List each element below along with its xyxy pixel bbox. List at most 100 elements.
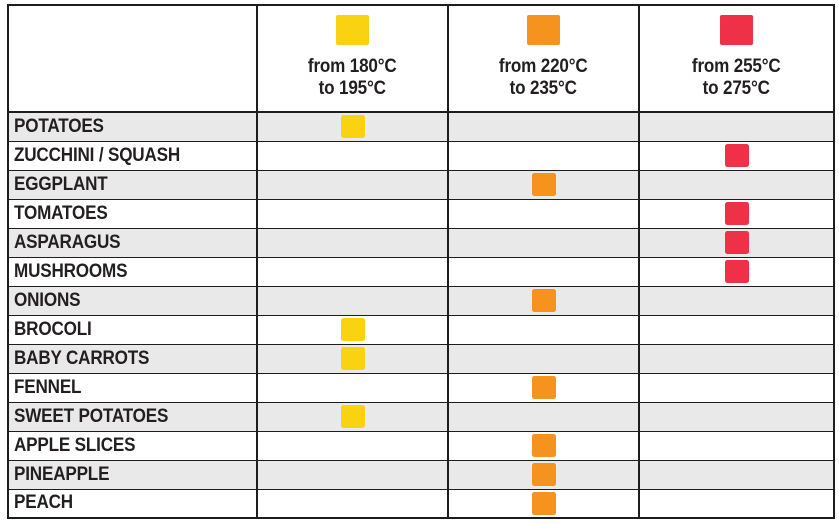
temp-cell-orange: [447, 459, 640, 490]
food-label-cell: FENNEL: [7, 372, 258, 403]
food-label-cell: ZUCCHINI / SQUASH: [7, 140, 258, 171]
food-label-cell: TOMATOES: [7, 198, 258, 229]
food-row: EGGPLANT: [7, 169, 835, 200]
temp-mark-icon-red: [724, 202, 749, 225]
temp-cell-orange: [447, 256, 640, 287]
temp-cell-orange: [447, 430, 640, 461]
food-label-cell: PEACH: [7, 488, 258, 519]
temp-cell-red: [638, 343, 835, 374]
temp-cell-red: [638, 488, 835, 519]
temp-mark-icon-orange: [531, 289, 556, 312]
food-row: APPLE SLICES: [7, 430, 835, 461]
food-row: FENNEL: [7, 372, 835, 403]
temp-cell-orange: [447, 285, 640, 316]
temp-cell-orange: [447, 343, 640, 374]
temp-range-label: from 180°C to 195°C: [308, 56, 397, 99]
temp-mark-icon-red: [724, 144, 749, 167]
food-row: ASPARAGUS: [7, 227, 835, 258]
temp-cell-yellow: [256, 256, 449, 287]
temp-cell-yellow: [256, 459, 449, 490]
food-row: BROCOLI: [7, 314, 835, 345]
food-row: PINEAPPLE: [7, 459, 835, 490]
temp-column-header-yellow: from 180°C to 195°C: [256, 4, 449, 113]
temp-cell-orange: [447, 488, 640, 519]
temp-cell-orange: [447, 401, 640, 432]
temp-cell-yellow: [256, 372, 449, 403]
temp-cell-orange: [447, 169, 640, 200]
temp-cell-orange: [447, 227, 640, 258]
temp-cell-yellow: [256, 285, 449, 316]
temp-cell-red: [638, 314, 835, 345]
food-label: APPLE SLICES: [14, 434, 136, 456]
food-label: ZUCCHINI / SQUASH: [14, 144, 181, 166]
food-label: EGGPLANT: [14, 173, 108, 195]
temp-cell-orange: [447, 111, 640, 142]
temp-mark-icon-orange: [531, 463, 556, 486]
food-label: PEACH: [14, 492, 73, 514]
temp-cell-yellow: [256, 227, 449, 258]
food-label: ONIONS: [14, 289, 81, 311]
temp-cell-red: [638, 256, 835, 287]
food-roasting-table: from 180°C to 195°C from 220°C to 235°C …: [7, 4, 835, 519]
food-label: MUSHROOMS: [14, 260, 128, 282]
temp-cell-yellow: [256, 488, 449, 519]
temp-mark-icon-yellow: [340, 405, 365, 428]
food-label: BABY CARROTS: [14, 347, 150, 369]
food-row: ONIONS: [7, 285, 835, 316]
food-label: BROCOLI: [14, 318, 92, 340]
food-label: SWEET POTATOES: [14, 405, 169, 427]
food-label-cell: BABY CARROTS: [7, 343, 258, 374]
temp-mark-icon-yellow: [340, 347, 365, 370]
temp-cell-yellow: [256, 169, 449, 200]
temp-column-header-red: from 255°C to 275°C: [638, 4, 835, 113]
temp-cell-red: [638, 140, 835, 171]
food-label-cell: MUSHROOMS: [7, 256, 258, 287]
temp-range-label: from 220°C to 235°C: [499, 56, 588, 99]
temp-cell-orange: [447, 372, 640, 403]
food-label-cell: PINEAPPLE: [7, 459, 258, 490]
food-label-cell: EGGPLANT: [7, 169, 258, 200]
food-label: FENNEL: [14, 376, 82, 398]
temp-column-header-orange: from 220°C to 235°C: [447, 4, 640, 113]
food-row: TOMATOES: [7, 198, 835, 229]
food-label-cell: APPLE SLICES: [7, 430, 258, 461]
temp-mark-icon-orange: [531, 491, 556, 515]
temp-cell-red: [638, 198, 835, 229]
food-label-cell: ONIONS: [7, 285, 258, 316]
temp-cell-yellow: [256, 314, 449, 345]
food-label-cell: POTATOES: [7, 111, 258, 142]
temp-cell-red: [638, 227, 835, 258]
temp-swatch-icon-red: [720, 15, 753, 45]
temp-mark-icon-red: [724, 231, 749, 254]
table-body: POTATOES ZUCCHINI / SQUASH EGGPLANT TOMA…: [7, 111, 835, 519]
food-row: SWEET POTATOES: [7, 401, 835, 432]
temp-cell-yellow: [256, 111, 449, 142]
temp-mark-icon-orange: [531, 376, 556, 399]
temp-cell-orange: [447, 140, 640, 171]
temp-cell-orange: [447, 198, 640, 229]
temp-mark-icon-yellow: [340, 115, 365, 139]
food-label-cell: ASPARAGUS: [7, 227, 258, 258]
temp-cell-yellow: [256, 430, 449, 461]
temp-header-content: from 220°C to 235°C: [449, 6, 638, 104]
food-label: TOMATOES: [14, 202, 108, 224]
header-row: from 180°C to 195°C from 220°C to 235°C …: [7, 4, 835, 113]
temp-swatch-icon-yellow: [336, 15, 369, 45]
food-row: POTATOES: [7, 111, 835, 142]
temp-mark-icon-orange: [531, 434, 556, 457]
food-label-cell: SWEET POTATOES: [7, 401, 258, 432]
food-row: BABY CARROTS: [7, 343, 835, 374]
temp-cell-red: [638, 401, 835, 432]
food-row: ZUCCHINI / SQUASH: [7, 140, 835, 171]
temp-cell-red: [638, 285, 835, 316]
food-row: PEACH: [7, 488, 835, 519]
temp-mark-icon-orange: [531, 173, 556, 196]
temp-mark-icon-red: [724, 260, 749, 283]
temp-cell-red: [638, 459, 835, 490]
temp-cell-yellow: [256, 401, 449, 432]
corner-cell: [7, 4, 258, 113]
temp-cell-yellow: [256, 140, 449, 171]
temp-cell-red: [638, 430, 835, 461]
temp-header-content: from 180°C to 195°C: [258, 6, 447, 104]
